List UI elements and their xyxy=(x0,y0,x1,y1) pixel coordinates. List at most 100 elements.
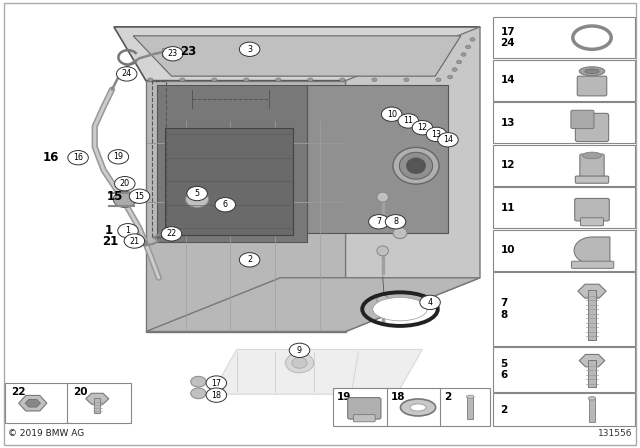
Circle shape xyxy=(426,127,447,142)
Bar xyxy=(589,398,595,422)
Text: 23: 23 xyxy=(180,45,196,59)
Circle shape xyxy=(161,227,182,241)
Bar xyxy=(493,230,635,271)
Text: 18: 18 xyxy=(211,391,221,400)
Circle shape xyxy=(118,224,138,238)
Ellipse shape xyxy=(399,152,433,179)
Text: 20: 20 xyxy=(73,387,88,397)
Circle shape xyxy=(191,388,206,399)
Ellipse shape xyxy=(372,297,428,321)
Circle shape xyxy=(276,78,281,82)
Circle shape xyxy=(369,215,389,229)
Text: 12: 12 xyxy=(500,160,515,170)
Text: 13: 13 xyxy=(431,130,442,139)
Circle shape xyxy=(340,78,345,82)
Polygon shape xyxy=(25,399,40,407)
Circle shape xyxy=(289,343,310,358)
Polygon shape xyxy=(579,354,605,367)
Text: 2: 2 xyxy=(444,392,451,402)
Text: 16: 16 xyxy=(73,153,83,162)
Bar xyxy=(333,388,490,426)
Bar xyxy=(493,347,635,392)
Ellipse shape xyxy=(393,147,439,184)
Text: 21: 21 xyxy=(102,234,118,248)
Polygon shape xyxy=(574,237,610,264)
Ellipse shape xyxy=(585,69,599,73)
FancyBboxPatch shape xyxy=(571,110,594,129)
Text: 2: 2 xyxy=(500,405,508,415)
Text: 22: 22 xyxy=(12,387,26,397)
FancyBboxPatch shape xyxy=(572,261,614,268)
Circle shape xyxy=(398,114,419,128)
FancyBboxPatch shape xyxy=(580,218,604,226)
Polygon shape xyxy=(146,278,480,332)
Circle shape xyxy=(68,151,88,165)
Text: 18: 18 xyxy=(390,392,405,402)
Text: 14: 14 xyxy=(500,75,515,85)
Ellipse shape xyxy=(406,158,426,173)
Ellipse shape xyxy=(588,396,596,400)
Text: 4: 4 xyxy=(428,298,433,307)
Circle shape xyxy=(215,198,236,212)
Circle shape xyxy=(129,189,150,203)
Polygon shape xyxy=(86,393,109,404)
Text: 131556: 131556 xyxy=(598,429,632,438)
Circle shape xyxy=(239,42,260,56)
Circle shape xyxy=(244,78,249,82)
FancyBboxPatch shape xyxy=(348,398,381,419)
Circle shape xyxy=(452,68,457,71)
Circle shape xyxy=(447,75,452,79)
Circle shape xyxy=(148,78,153,82)
Bar xyxy=(172,230,181,237)
Bar xyxy=(493,145,635,186)
Circle shape xyxy=(456,60,461,64)
Circle shape xyxy=(308,78,313,82)
Circle shape xyxy=(108,150,129,164)
FancyBboxPatch shape xyxy=(575,198,609,221)
FancyBboxPatch shape xyxy=(580,154,604,180)
Bar xyxy=(94,398,100,413)
Circle shape xyxy=(372,78,377,82)
Text: 11: 11 xyxy=(403,116,413,125)
Circle shape xyxy=(239,253,260,267)
Polygon shape xyxy=(346,27,480,332)
Bar xyxy=(493,102,635,143)
Text: 12: 12 xyxy=(417,123,428,132)
Bar xyxy=(162,48,181,56)
Text: 11: 11 xyxy=(500,203,515,213)
Polygon shape xyxy=(19,396,47,411)
Text: 7
8: 7 8 xyxy=(500,298,508,320)
Polygon shape xyxy=(140,238,147,247)
Text: 17
24: 17 24 xyxy=(500,27,515,48)
Circle shape xyxy=(412,121,433,135)
Circle shape xyxy=(180,78,185,82)
Bar xyxy=(493,272,635,346)
Text: 19: 19 xyxy=(113,152,124,161)
Circle shape xyxy=(292,358,307,368)
Bar xyxy=(5,383,131,423)
Ellipse shape xyxy=(582,152,602,159)
Text: 24: 24 xyxy=(122,69,132,78)
Circle shape xyxy=(163,47,183,61)
Polygon shape xyxy=(578,284,606,298)
Polygon shape xyxy=(157,85,307,242)
FancyBboxPatch shape xyxy=(575,176,609,183)
Circle shape xyxy=(420,295,440,310)
Text: 16: 16 xyxy=(42,151,59,164)
Text: 7: 7 xyxy=(376,217,381,226)
Ellipse shape xyxy=(393,228,407,238)
Circle shape xyxy=(113,191,136,207)
Circle shape xyxy=(436,78,441,82)
Polygon shape xyxy=(133,36,461,76)
FancyBboxPatch shape xyxy=(577,76,607,96)
Bar xyxy=(493,60,635,101)
Ellipse shape xyxy=(377,192,388,202)
Bar xyxy=(493,187,635,228)
Text: 1: 1 xyxy=(105,224,113,237)
Bar xyxy=(165,128,293,235)
Circle shape xyxy=(206,376,227,390)
Circle shape xyxy=(470,38,475,41)
Polygon shape xyxy=(146,81,346,332)
Text: 14: 14 xyxy=(443,135,453,144)
Circle shape xyxy=(116,67,137,81)
